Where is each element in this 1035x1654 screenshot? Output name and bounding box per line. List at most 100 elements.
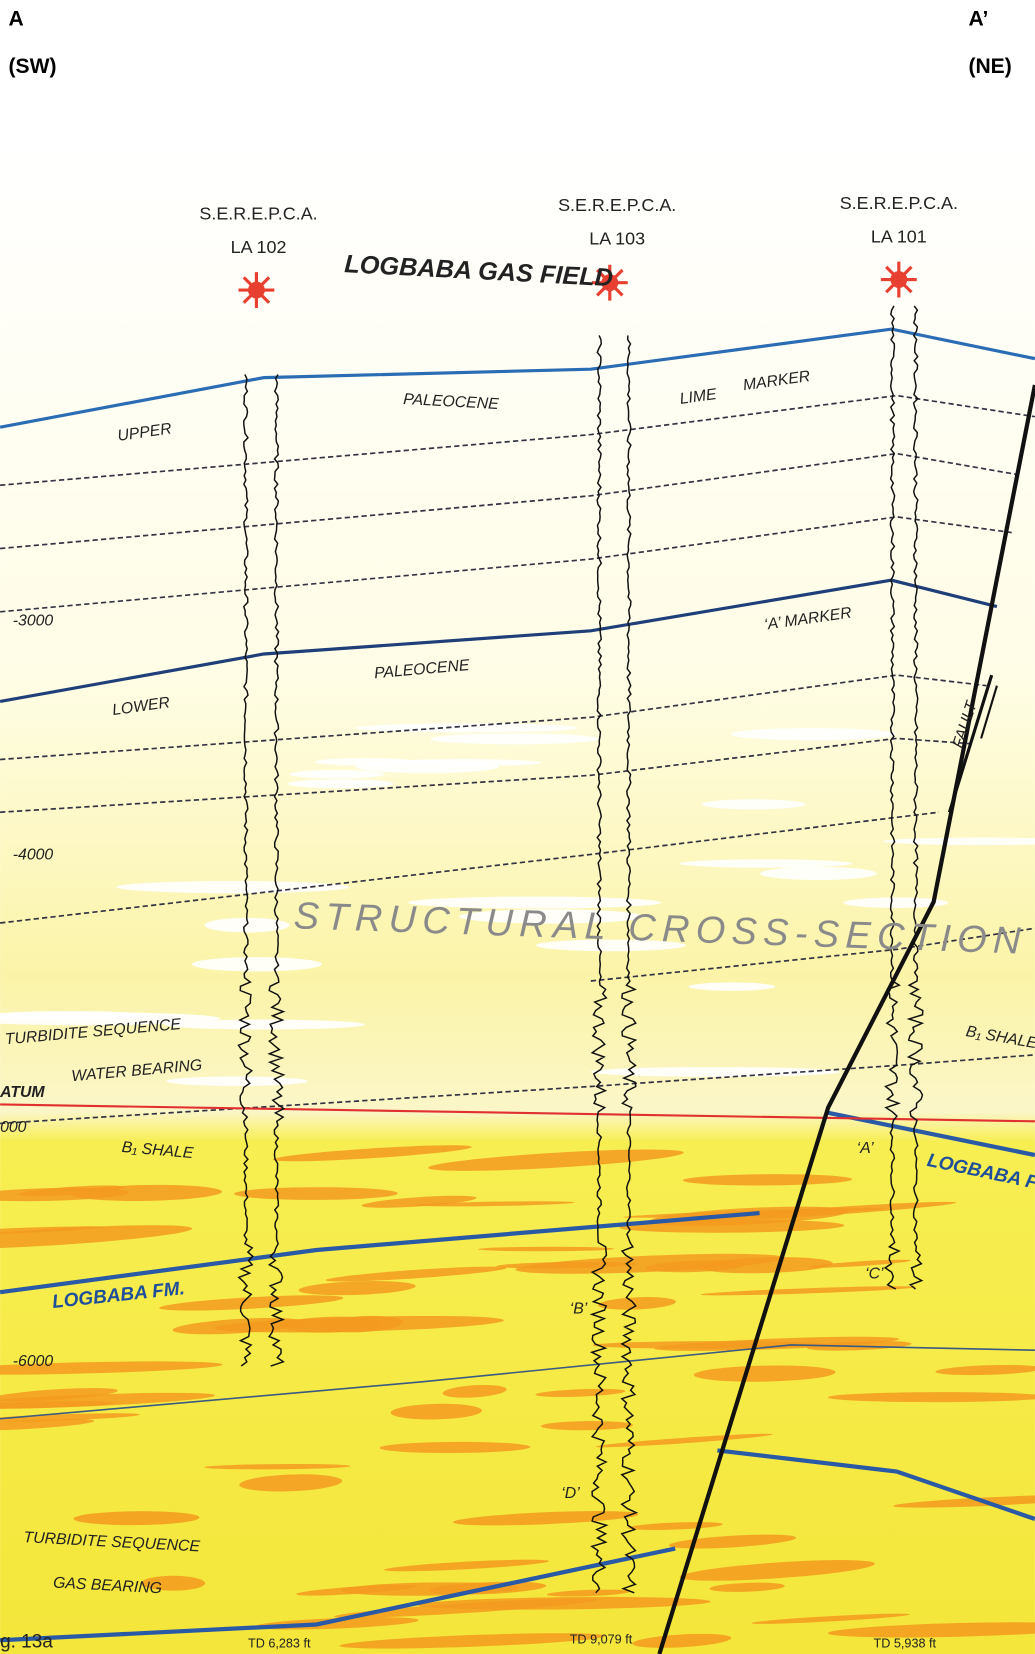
caption: g. 13a [0, 1632, 53, 1653]
streak [355, 723, 578, 733]
streak [191, 957, 322, 972]
well-td: TD 9,079 ft [570, 1632, 633, 1646]
streak [73, 1511, 200, 1526]
streak [296, 1584, 417, 1596]
streak [287, 779, 394, 789]
streak [0, 1418, 95, 1431]
log-curve [589, 335, 609, 1594]
label: B₁ SHALE [121, 1139, 194, 1162]
log-curve [267, 374, 286, 1367]
label: ‘D’ [561, 1485, 580, 1502]
streak [384, 759, 542, 767]
streak [535, 939, 686, 952]
streak [325, 1266, 507, 1282]
depth: -6000 [13, 1353, 54, 1370]
well-rays [238, 261, 917, 309]
streak [546, 1589, 630, 1597]
streak [339, 1633, 606, 1649]
depth: -4000 [13, 847, 54, 864]
streak [654, 1336, 900, 1351]
streak [0, 1388, 118, 1402]
label: ATUM [0, 1084, 45, 1101]
streak [632, 1633, 732, 1648]
streak [428, 1149, 684, 1171]
streak [430, 733, 599, 745]
streak [679, 859, 853, 868]
streak [334, 1598, 598, 1618]
streak [415, 1201, 575, 1207]
streak [116, 881, 350, 894]
streak [204, 1464, 351, 1470]
streak [213, 1315, 504, 1333]
streak [239, 1474, 343, 1492]
log-curve [620, 335, 639, 1594]
streak [71, 1184, 222, 1202]
well-name: LA 103 [589, 229, 645, 249]
label: ‘B’ [570, 1300, 588, 1317]
streak [272, 1145, 472, 1162]
label: ‘A’ [857, 1140, 874, 1157]
well-td: TD 6,283 ft [248, 1637, 311, 1651]
streak [935, 1364, 1035, 1376]
well-td: TD 5,938 ft [874, 1637, 937, 1651]
streak [700, 1286, 917, 1296]
streak [163, 1019, 366, 1030]
well-operator: S.E.R.E.P.C.A. [840, 193, 958, 213]
streak [540, 1421, 633, 1431]
streak [893, 1494, 1035, 1508]
streak [808, 1259, 911, 1268]
streak [361, 1195, 477, 1208]
well-logs [237, 305, 925, 1594]
streak [883, 837, 1035, 846]
left-label: A [9, 7, 24, 30]
orange-streaks [0, 723, 1035, 1649]
left-direction: (SW) [9, 55, 57, 78]
well-operator: S.E.R.E.P.C.A. [199, 203, 317, 223]
streak [701, 799, 806, 810]
streak [204, 917, 290, 933]
streak [384, 1559, 550, 1572]
streak [760, 866, 877, 880]
streak [234, 1187, 398, 1200]
streak [166, 1076, 308, 1087]
streak [0, 1226, 105, 1237]
right-label: A’ [968, 7, 988, 30]
streak [843, 897, 949, 908]
well-name: LA 101 [871, 227, 927, 247]
right-direction: (NE) [968, 55, 1011, 78]
streak [159, 1295, 344, 1311]
label: GAS BEARING [53, 1575, 163, 1598]
label: ‘C’ [865, 1265, 884, 1282]
depth: 000 [0, 1119, 27, 1136]
streak [751, 1613, 910, 1624]
streak [0, 1401, 114, 1409]
streak [390, 1403, 482, 1420]
streak [682, 1174, 853, 1186]
streak [827, 1622, 1035, 1638]
streak [289, 769, 385, 779]
streak [679, 1560, 875, 1581]
streak [693, 1365, 836, 1382]
log-curve [237, 374, 254, 1367]
log-curve [883, 305, 901, 1290]
streak [477, 1246, 615, 1252]
streak [0, 1012, 221, 1026]
streak [598, 1297, 676, 1310]
label: PALEOCENE [403, 391, 500, 413]
streak [0, 1413, 140, 1423]
streak [453, 1511, 639, 1526]
streak [827, 1392, 1035, 1403]
streak [515, 1253, 785, 1274]
log-curve [906, 305, 925, 1290]
streak [442, 1384, 507, 1398]
label: LIME [679, 386, 718, 408]
streak [0, 1361, 223, 1375]
horizons [0, 327, 1035, 1654]
streak [649, 1206, 850, 1226]
streak [730, 728, 897, 741]
streak [668, 1534, 797, 1549]
streak [688, 982, 776, 991]
streak [298, 1281, 416, 1296]
